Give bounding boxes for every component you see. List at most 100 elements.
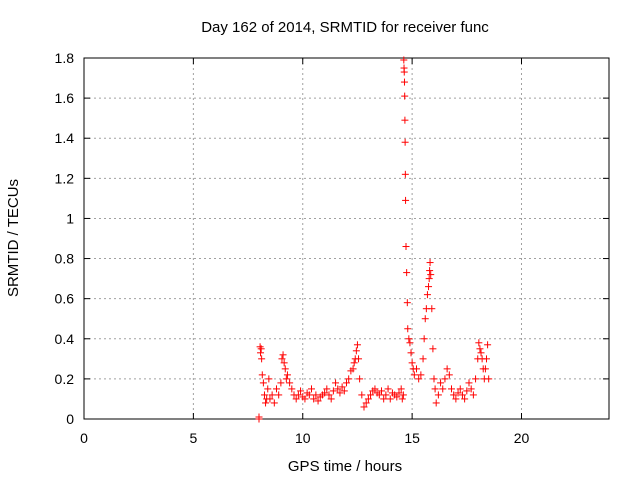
data-point bbox=[476, 345, 484, 353]
data-point bbox=[426, 267, 434, 275]
data-point bbox=[456, 385, 464, 393]
data-point bbox=[425, 283, 433, 291]
data-point bbox=[401, 116, 409, 124]
data-point bbox=[439, 385, 447, 393]
data-point bbox=[430, 375, 438, 383]
data-point bbox=[260, 391, 268, 399]
data-point bbox=[406, 339, 414, 347]
y-tick-label: 1.6 bbox=[55, 90, 75, 106]
y-tick-label: 0.4 bbox=[55, 331, 75, 347]
data-point bbox=[407, 349, 415, 357]
data-point bbox=[364, 395, 372, 403]
chart-title: Day 162 of 2014, SRMTID for receiver fun… bbox=[201, 19, 489, 36]
y-tick-label: 0.6 bbox=[55, 291, 75, 307]
data-point bbox=[427, 271, 435, 279]
data-point bbox=[405, 335, 413, 343]
data-point bbox=[282, 375, 290, 383]
data-point bbox=[472, 375, 480, 383]
data-point bbox=[443, 365, 451, 373]
data-point bbox=[400, 68, 408, 76]
y-tick-label: 1.8 bbox=[55, 50, 75, 66]
data-point bbox=[481, 365, 489, 373]
data-point bbox=[308, 385, 315, 393]
data-point bbox=[380, 395, 388, 403]
data-point bbox=[310, 395, 318, 403]
data-point bbox=[312, 391, 320, 399]
data-point bbox=[434, 391, 442, 399]
data-point bbox=[270, 399, 278, 407]
data-point bbox=[475, 339, 483, 347]
data-point bbox=[402, 243, 410, 251]
data-point bbox=[410, 371, 418, 379]
data-point bbox=[262, 399, 270, 407]
data-point bbox=[400, 56, 408, 64]
x-tick-label: 15 bbox=[404, 430, 420, 446]
data-point bbox=[467, 385, 475, 393]
y-axis-label: SRMTID / TECUs bbox=[5, 179, 22, 297]
data-point bbox=[483, 355, 490, 363]
grid-lines bbox=[84, 58, 609, 419]
data-point bbox=[338, 383, 346, 391]
data-point bbox=[264, 385, 272, 393]
data-point bbox=[371, 385, 379, 393]
data-point bbox=[283, 371, 291, 379]
data-point bbox=[266, 395, 274, 403]
data-point bbox=[382, 391, 390, 399]
data-point bbox=[408, 359, 416, 367]
data-point bbox=[400, 78, 408, 86]
data-point bbox=[403, 269, 411, 277]
y-tick-label: 0 bbox=[66, 411, 74, 427]
data-point bbox=[398, 395, 406, 403]
data-point bbox=[360, 403, 368, 411]
data-point bbox=[429, 345, 437, 353]
data-point bbox=[420, 335, 428, 343]
data-point bbox=[469, 391, 477, 399]
data-point bbox=[355, 355, 363, 363]
data-point bbox=[345, 375, 353, 383]
y-tick-label: 1.4 bbox=[55, 130, 75, 146]
data-point bbox=[417, 371, 425, 379]
data-point bbox=[327, 395, 335, 403]
data-point bbox=[367, 391, 375, 399]
x-tick-label: 0 bbox=[80, 430, 88, 446]
data-point bbox=[321, 389, 329, 397]
data-point bbox=[340, 387, 348, 395]
data-point bbox=[323, 385, 331, 393]
data-point bbox=[257, 349, 265, 357]
data-point bbox=[437, 379, 445, 387]
data-point bbox=[461, 395, 469, 403]
tick-marks bbox=[83, 57, 609, 420]
data-point bbox=[445, 371, 453, 379]
data-point bbox=[484, 341, 492, 349]
data-point bbox=[280, 359, 288, 367]
data-point bbox=[395, 389, 403, 397]
data-point bbox=[294, 391, 302, 399]
data-point bbox=[258, 355, 266, 363]
x-tick-labels: 0 5 10 15 20 bbox=[80, 430, 529, 446]
data-point bbox=[279, 351, 287, 359]
data-point bbox=[305, 391, 313, 399]
data-point bbox=[273, 385, 280, 393]
data-point bbox=[419, 355, 427, 363]
data-point bbox=[421, 315, 429, 323]
data-point bbox=[450, 391, 458, 399]
data-point bbox=[477, 349, 485, 357]
data-point bbox=[258, 371, 266, 379]
y-tick-label: 1.2 bbox=[55, 170, 75, 186]
data-point bbox=[314, 397, 322, 405]
data-point bbox=[350, 359, 358, 367]
data-point bbox=[403, 299, 411, 307]
data-point bbox=[399, 391, 407, 399]
y-tick-label: 1 bbox=[66, 210, 74, 226]
data-point bbox=[286, 379, 294, 387]
data-point bbox=[463, 387, 471, 395]
data-point bbox=[257, 345, 265, 353]
data-point bbox=[415, 375, 423, 383]
data-point bbox=[275, 391, 283, 399]
data-point bbox=[265, 375, 273, 383]
data-point bbox=[332, 379, 340, 387]
data-point bbox=[431, 385, 439, 393]
x-tick-label: 20 bbox=[514, 430, 530, 446]
data-point bbox=[343, 379, 350, 387]
data-point bbox=[425, 275, 433, 283]
